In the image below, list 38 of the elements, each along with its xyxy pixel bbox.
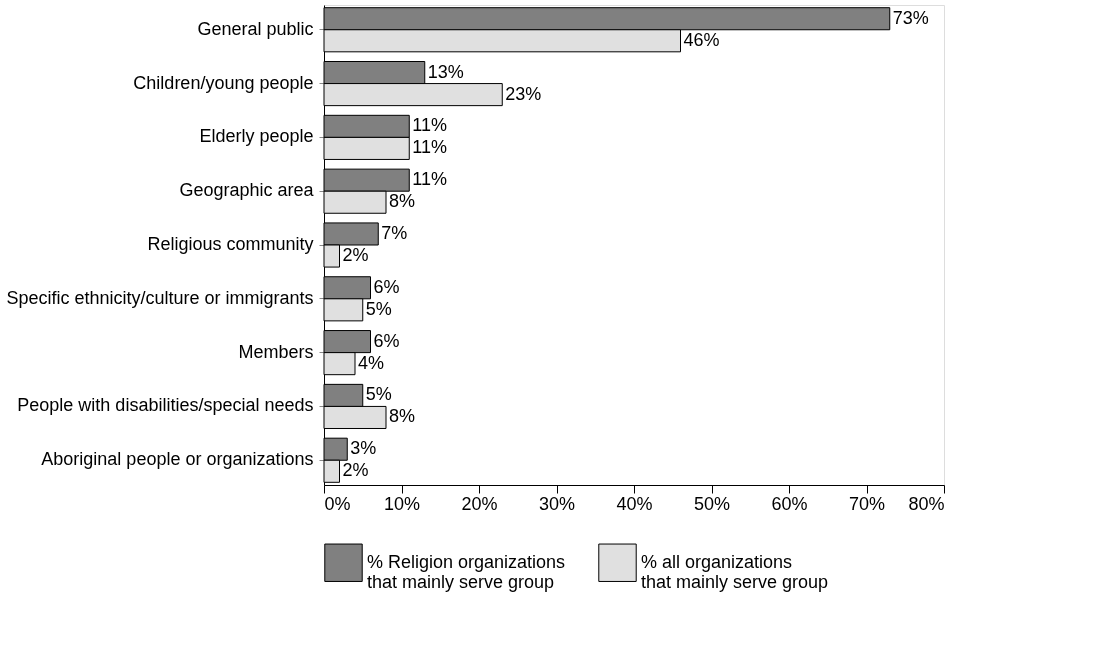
data-label: 7%	[381, 222, 408, 243]
y-tick-label: People with disabilities/special needs	[17, 395, 314, 416]
y-tick-label: Children/young people	[133, 72, 314, 93]
x-tick-label: 30%	[538, 493, 576, 514]
x-tick-label: 70%	[848, 493, 886, 514]
y-tick-label: General public	[197, 18, 314, 39]
data-label: 2%	[342, 245, 369, 266]
data-label: 11%	[412, 115, 447, 136]
x-tick-label: 0%	[324, 493, 351, 514]
y-tick-label: Religious community	[147, 234, 314, 254]
data-label: 8%	[389, 191, 416, 212]
data-label: 2%	[342, 460, 369, 481]
data-label: 46%	[683, 29, 720, 50]
y-tick-label: Specific ethnicity/culture or immigrants	[6, 287, 314, 308]
data-label: 5%	[365, 384, 392, 405]
y-tick-label: Geographic area	[179, 180, 315, 201]
data-label: 6%	[373, 330, 400, 351]
data-label: 11%	[412, 169, 447, 190]
x-tick-label: 10%	[383, 493, 421, 514]
y-tick-label: Members	[238, 341, 314, 362]
x-tick-label: 40%	[616, 493, 653, 514]
x-tick-label: 60%	[771, 493, 808, 514]
data-label: 11%	[412, 137, 447, 158]
y-tick-label: Aboriginal people or organizations	[41, 449, 314, 470]
data-label: 4%	[358, 352, 385, 373]
data-label: 8%	[389, 406, 416, 427]
data-label: 6%	[373, 276, 400, 297]
y-tick-label: Elderly people	[199, 126, 314, 147]
data-label: 3%	[350, 438, 377, 459]
legend-label: % Religion organizations that mainly serve group	[367, 551, 566, 592]
x-tick-label: 50%	[693, 493, 731, 514]
legend-label: % all organizations that mainly serve group	[641, 551, 829, 592]
data-label: 5%	[365, 298, 392, 319]
x-tick-label: 80%	[908, 493, 945, 514]
data-label: 73%	[892, 7, 929, 28]
data-label: 23%	[505, 83, 542, 104]
x-tick-label: 20%	[461, 493, 498, 514]
data-label: 13%	[427, 61, 464, 82]
